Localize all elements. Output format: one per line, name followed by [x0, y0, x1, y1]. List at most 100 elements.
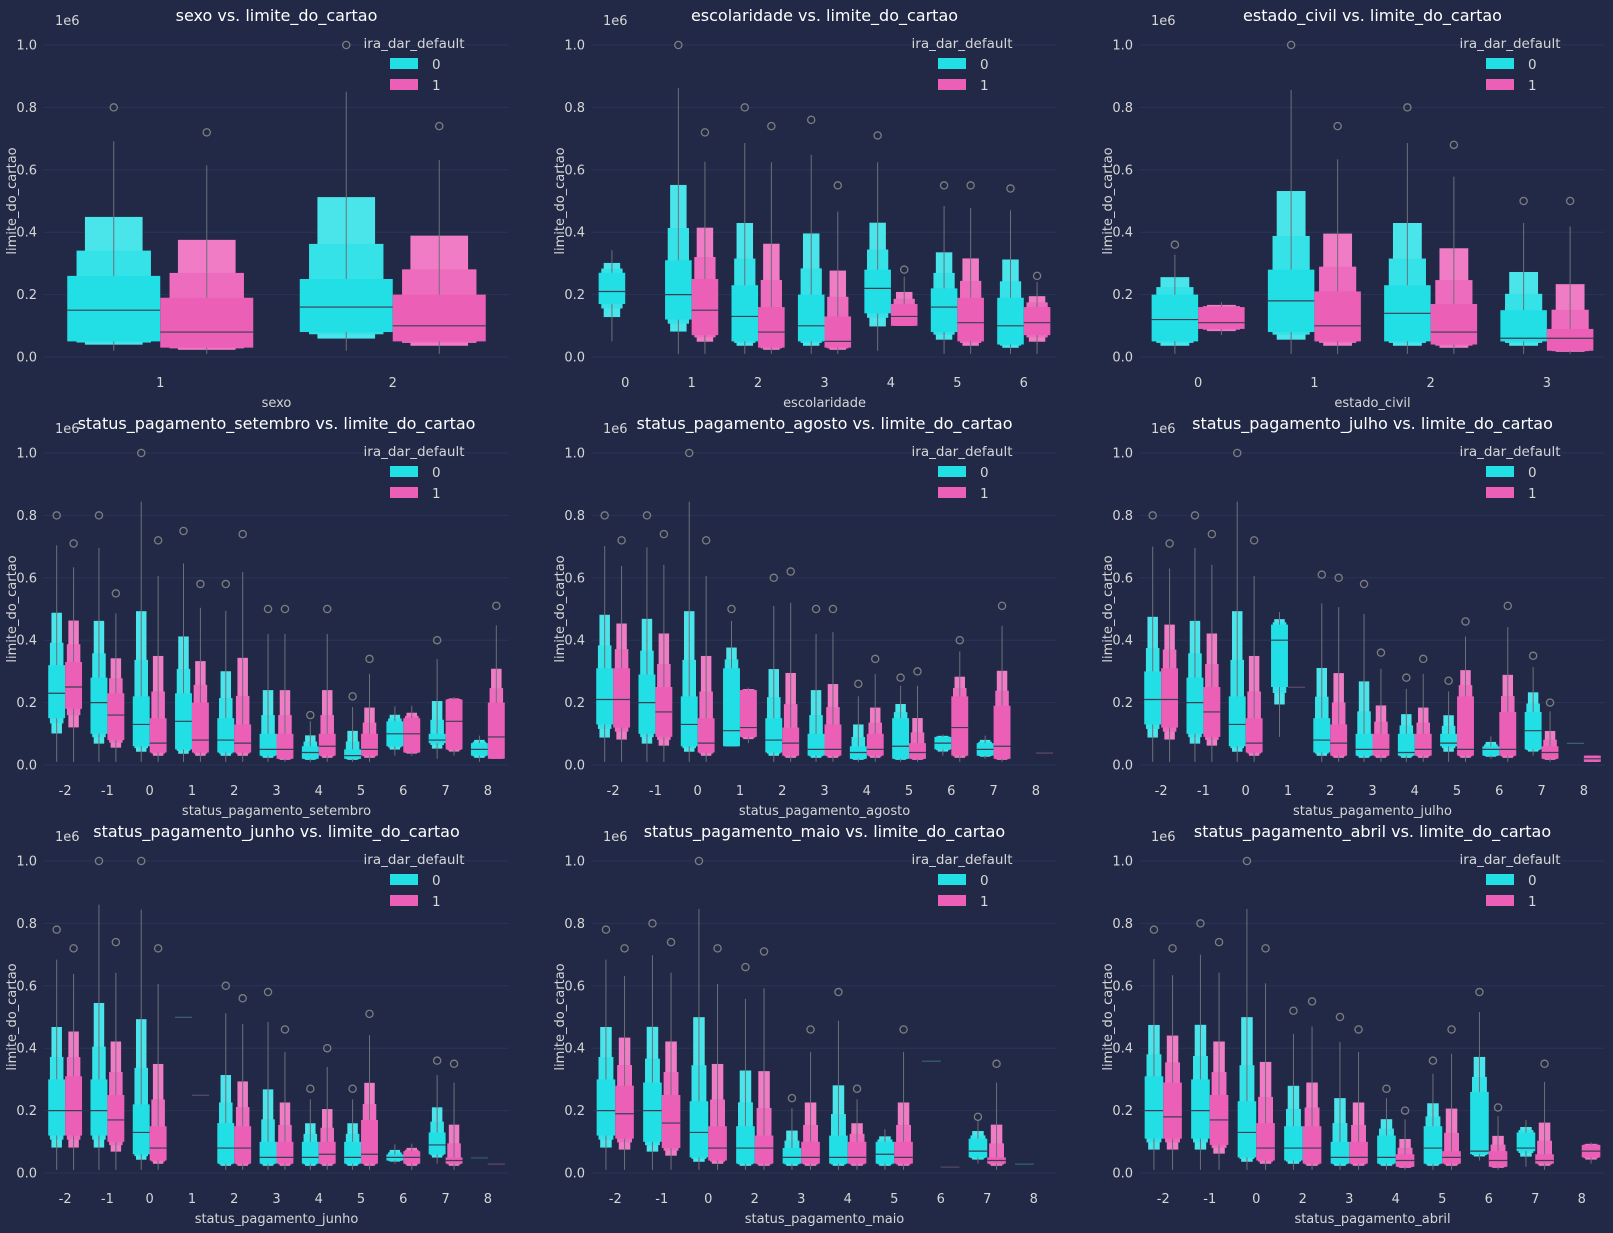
x-tick-label: 2 — [230, 784, 238, 799]
outlier-point — [1170, 240, 1180, 249]
y-tick-label: 0.0 — [16, 759, 37, 774]
box-iqr — [909, 743, 926, 759]
outlier-point — [620, 944, 629, 953]
x-tick-label: 4 — [1392, 1192, 1400, 1207]
x-tick-label: 6 — [399, 1192, 407, 1207]
chart-title: status_pagamento_setembro vs. limite_do_… — [78, 414, 476, 434]
box-iqr — [1256, 1123, 1275, 1161]
outlier-point — [306, 710, 315, 720]
box-iqr — [234, 724, 252, 753]
box-iqr — [596, 1079, 616, 1136]
outlier-point — [263, 604, 273, 614]
legend-label: 1 — [432, 894, 441, 910]
x-tick-label: 0 — [146, 784, 154, 799]
y-tick-label: 0.4 — [564, 226, 585, 241]
outlier-point — [806, 115, 816, 125]
x-tick-label: 6 — [399, 784, 407, 799]
box-iqr — [259, 1141, 277, 1164]
y-tick-label: 0.8 — [1112, 509, 1133, 524]
box-iqr — [234, 1126, 252, 1164]
y-tick-label: 0.6 — [16, 163, 37, 178]
chart-panel-4: 0.00.20.40.60.81.01e6status_pagamento_se… — [5, 414, 509, 819]
chart-panel-3: 0.0 0.2 0.4 0.6 0.8 1.0 1e6 estado_civil vs. li… — [1101, 6, 1605, 411]
box-iqr — [890, 303, 918, 326]
y-tick-label: 0.8 — [1112, 101, 1133, 116]
x-tick-label: 2 — [754, 376, 762, 391]
x-tick-label: 8 — [1580, 784, 1588, 799]
box-iqr — [67, 275, 161, 342]
x-tick-label: 3 — [1368, 784, 1376, 799]
legend-label: 1 — [980, 78, 989, 94]
box-iqr — [1271, 624, 1288, 687]
box-iqr — [930, 288, 958, 333]
y-tick-label: 0.2 — [16, 288, 37, 303]
outlier-point — [348, 1084, 357, 1094]
x-tick-label: 0 — [1252, 1192, 1260, 1207]
x-tick-label: -2 — [609, 1192, 622, 1207]
y-tick-label: 1.0 — [564, 855, 585, 870]
box-iqr — [643, 1082, 662, 1142]
outlier-point — [69, 539, 78, 548]
outlier-point — [1232, 448, 1242, 458]
x-tick-label: 5 — [357, 1192, 365, 1207]
outlier-point — [992, 1059, 1001, 1069]
outlier-point — [701, 536, 711, 545]
y-tick-label: 0.2 — [16, 696, 37, 711]
y-tick-label: 0.0 — [564, 351, 585, 366]
outlier-point — [828, 604, 838, 614]
x-tick-label: -1 — [649, 784, 662, 799]
box-iqr — [1151, 294, 1199, 342]
y-tick-label: 0.2 — [564, 288, 585, 303]
outlier-point — [196, 579, 205, 589]
outlier-point — [1148, 511, 1157, 520]
x-tick-label: 2 — [1326, 784, 1334, 799]
outlier-point — [365, 654, 374, 664]
outlier-point — [854, 679, 863, 689]
x-tick-label: 0 — [146, 1192, 154, 1207]
box-iqr — [361, 1119, 378, 1164]
y-tick-label: 0.8 — [16, 101, 37, 116]
x-tick-label: -1 — [655, 1192, 668, 1207]
box-iqr — [807, 733, 825, 756]
box-iqr — [1330, 724, 1348, 756]
x-tick-label: -1 — [1197, 784, 1210, 799]
x-tick-label: 0 — [621, 376, 629, 391]
x-tick-label: 5 — [905, 784, 913, 799]
box-iqr — [801, 1141, 820, 1164]
box-iqr — [754, 1135, 774, 1164]
legend-swatch — [390, 466, 418, 477]
x-tick-label: 2 — [1426, 376, 1434, 391]
x-tick-label: 2 — [1299, 1192, 1307, 1207]
legend-title: ira_dar_default — [1460, 36, 1561, 52]
y-offset-label: 1e6 — [1151, 830, 1176, 845]
y-tick-label: 0.4 — [16, 1042, 37, 1057]
outlier-point — [1359, 579, 1369, 589]
box-iqr — [1313, 718, 1331, 753]
y-tick-label: 1.0 — [1112, 447, 1133, 462]
y-tick-label: 0.8 — [1112, 917, 1133, 932]
box-iqr — [598, 272, 626, 304]
box-iqr — [680, 696, 698, 747]
outlier-point — [939, 181, 949, 190]
outlier-point — [873, 131, 882, 140]
x-tick-label: 7 — [989, 784, 997, 799]
outlier-point — [966, 181, 975, 190]
box-iqr — [951, 696, 969, 756]
x-tick-label: 2 — [230, 1192, 238, 1207]
box-iqr — [149, 1126, 167, 1161]
x-tick-label: 1 — [1310, 376, 1318, 391]
outlier-point — [741, 962, 750, 972]
x-tick-label: 1 — [736, 784, 744, 799]
legend-swatch — [1486, 895, 1514, 906]
outlier-point — [449, 1059, 459, 1069]
outlier-point — [997, 601, 1007, 611]
box-iqr — [217, 718, 235, 753]
y-axis-label: limite_do_cartao — [553, 555, 568, 662]
x-tick-label: -2 — [59, 784, 72, 799]
y-tick-label: 0.0 — [16, 1167, 37, 1182]
box-iqr — [824, 724, 842, 756]
box-iqr — [1499, 711, 1517, 756]
legend-swatch — [390, 895, 418, 906]
legend-label: 1 — [432, 486, 441, 502]
box-iqr — [765, 718, 783, 753]
